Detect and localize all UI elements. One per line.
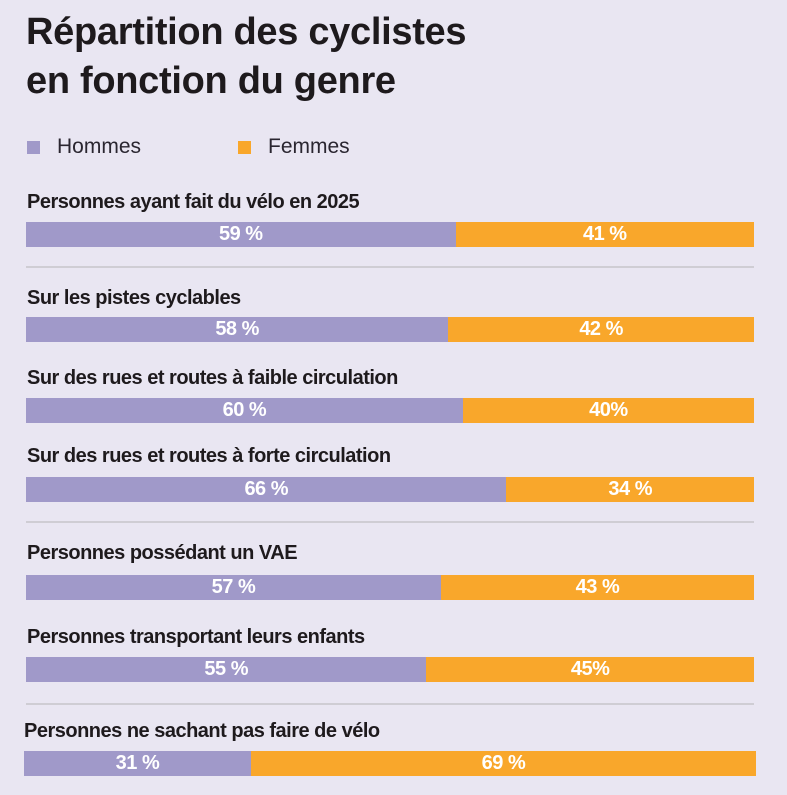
stacked-bar: 59 % 41 %: [26, 222, 754, 247]
data-label: 43 %: [575, 576, 620, 598]
legend-item-femmes: Femmes: [238, 134, 350, 160]
group-separator: [26, 703, 754, 705]
bar-segment-hommes: 55 %: [26, 657, 427, 682]
chart-title-line-1: Répartition des cyclistes: [26, 11, 467, 53]
row-label: Personnes transportant leurs enfants: [27, 626, 365, 648]
bar-segment-hommes: 31 %: [24, 751, 251, 776]
stacked-bar: 55 % 45%: [26, 657, 754, 682]
row-label: Personnes ne sachant pas faire de vélo: [24, 720, 380, 742]
data-label: 57 %: [211, 576, 256, 598]
legend-swatch-femmes: [238, 140, 251, 154]
data-label: 59 %: [218, 223, 263, 245]
bar-segment-femmes: 43 %: [440, 575, 754, 600]
bar-segment-femmes: 34 %: [506, 477, 754, 502]
bar-segment-hommes: 57 %: [26, 575, 441, 600]
legend-item-hommes: Hommes: [27, 134, 141, 160]
data-label: 58 %: [215, 318, 259, 340]
data-label: 34 %: [608, 478, 653, 500]
stacked-bar: 66 % 34 %: [26, 477, 754, 502]
bar-segment-femmes: 42 %: [448, 317, 754, 342]
bar-segment-hommes: 59 %: [26, 222, 456, 247]
bar-segment-hommes: 66 %: [26, 477, 507, 502]
data-label: 69 %: [481, 752, 526, 774]
stacked-bar: 31 % 69 %: [24, 751, 756, 776]
data-label: 66 %: [244, 478, 289, 500]
data-label: 45%: [570, 658, 610, 680]
row-label: Personnes possédant un VAE: [27, 542, 298, 564]
bar-segment-femmes: 45%: [426, 657, 754, 682]
data-label: 42 %: [579, 318, 623, 340]
row-label: Personnes ayant fait du vélo en 2025: [27, 191, 360, 213]
stacked-bar: 57 % 43 %: [26, 575, 754, 600]
chart-title: Répartition des cyclistes en fonction du…: [26, 8, 467, 106]
data-label: 41 %: [582, 223, 627, 245]
data-label: 60 %: [222, 399, 267, 421]
data-label: 31 %: [115, 752, 160, 774]
bar-segment-hommes: 58 %: [26, 317, 449, 342]
row-label: Sur des rues et routes à forte circulati…: [27, 445, 391, 467]
data-label: 55 %: [204, 658, 248, 680]
bar-segment-femmes: 40%: [462, 398, 754, 423]
legend-label-femmes: Femmes: [268, 135, 350, 158]
stacked-bar: 58 % 42 %: [26, 317, 754, 342]
data-label: 40%: [589, 399, 628, 421]
legend-swatch-hommes: [27, 140, 40, 154]
group-separator: [26, 521, 754, 523]
row-label: Sur des rues et routes à faible circulat…: [27, 367, 398, 389]
legend-label-hommes: Hommes: [57, 135, 142, 158]
bar-segment-hommes: 60 %: [26, 398, 463, 423]
bar-segment-femmes: 41 %: [455, 222, 754, 247]
chart-title-line-2: en fonction du genre: [26, 60, 396, 102]
group-separator: [26, 266, 754, 268]
row-label: Sur les pistes cyclables: [27, 287, 241, 309]
stacked-bar: 60 % 40%: [26, 398, 754, 423]
bar-segment-femmes: 69 %: [250, 751, 756, 776]
